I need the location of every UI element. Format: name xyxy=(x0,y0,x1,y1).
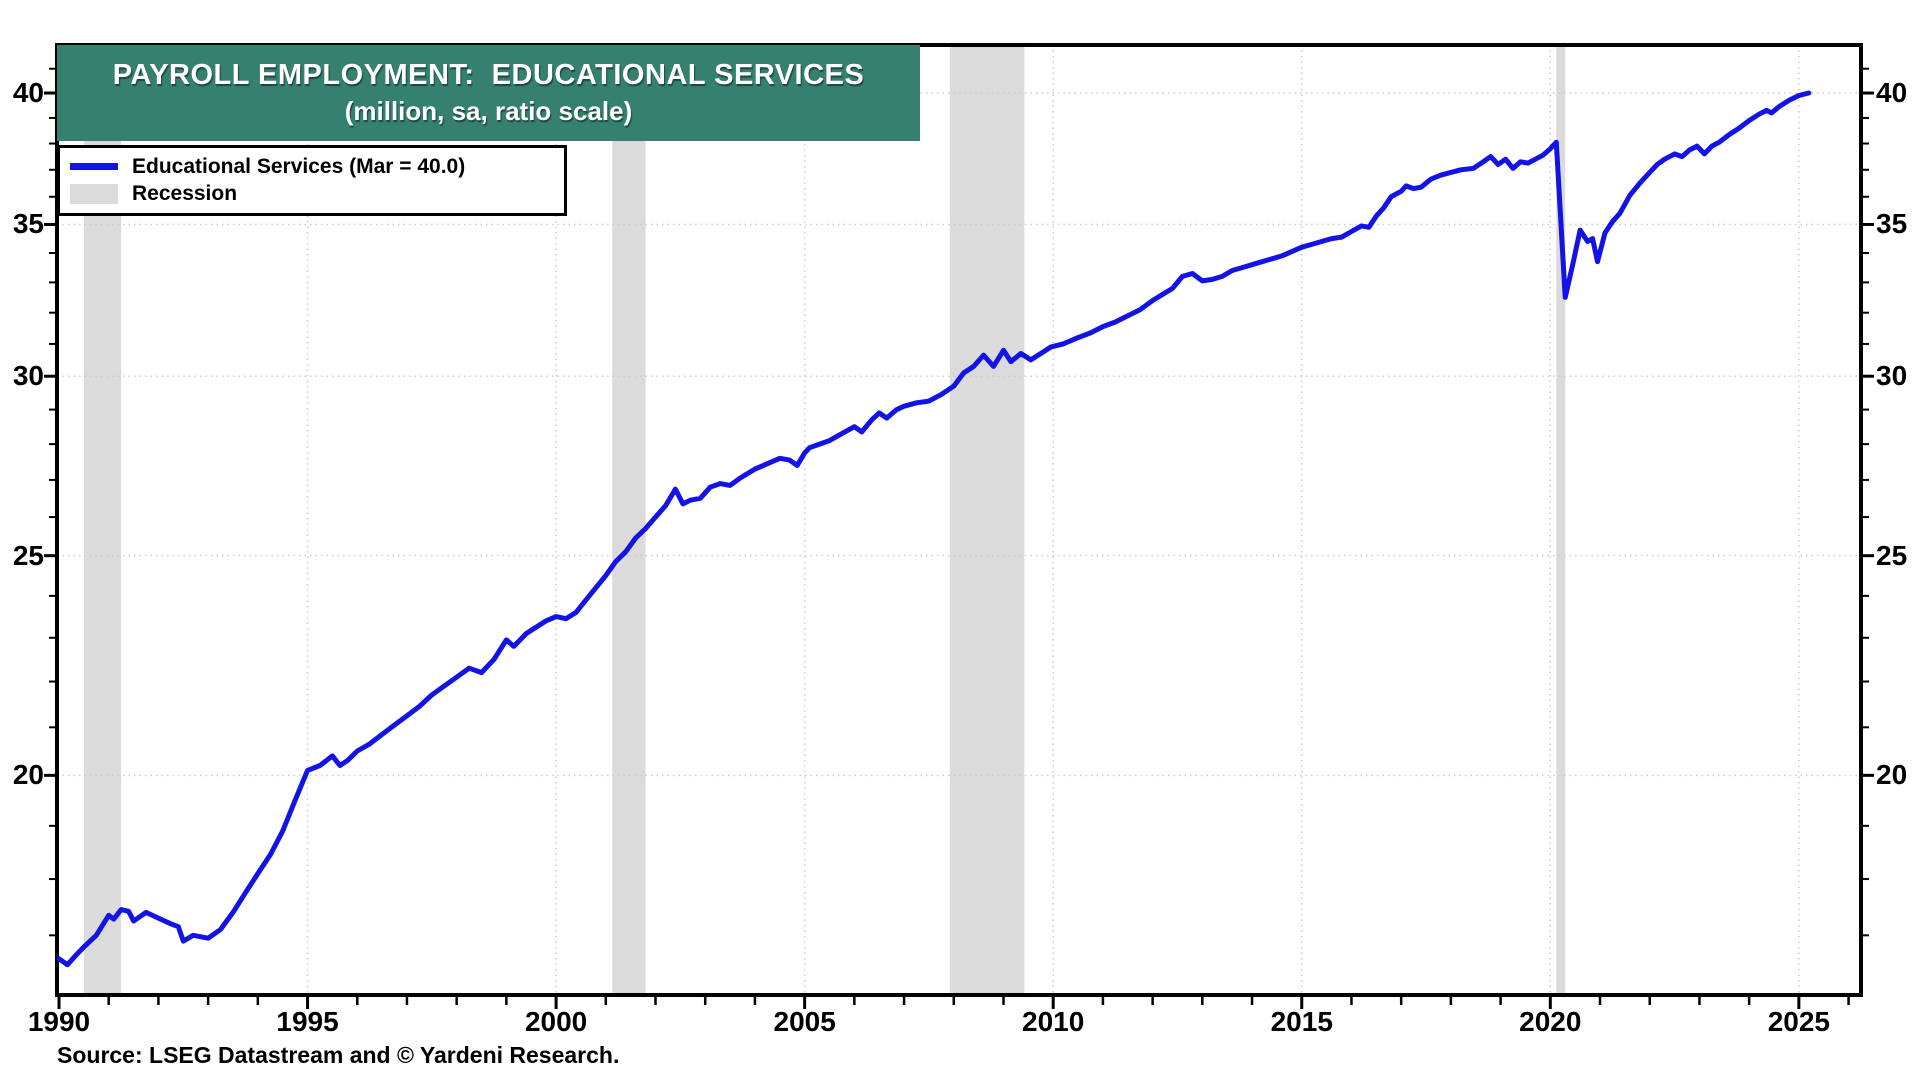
legend: Educational Services (Mar = 40.0) Recess… xyxy=(57,145,567,216)
y-axis-label-right: 20 xyxy=(1876,759,1908,791)
recession-band xyxy=(1556,45,1566,995)
series-line-swatch xyxy=(70,163,118,170)
y-axis-label-left: 35 xyxy=(12,208,44,240)
x-axis-label: 2000 xyxy=(524,1006,588,1037)
x-axis-label: 1990 xyxy=(27,1006,91,1037)
recession-band xyxy=(612,45,646,995)
y-axis-label-left: 20 xyxy=(12,759,44,791)
legend-recession-row: Recession xyxy=(70,180,554,207)
legend-series-row: Educational Services (Mar = 40.0) xyxy=(70,153,554,180)
y-axis-label-right: 30 xyxy=(1876,360,1908,392)
educational-services-line xyxy=(56,90,1812,968)
source-note: Source: LSEG Datastream and © Yardeni Re… xyxy=(57,1042,620,1068)
recession-swatch xyxy=(70,183,118,204)
y-axis-label-right: 25 xyxy=(1876,539,1908,571)
chart-title: PAYROLL EMPLOYMENT: EDUCATIONAL SERVICES xyxy=(112,59,865,91)
chart-title-box: PAYROLL EMPLOYMENT: EDUCATIONAL SERVICES… xyxy=(57,45,920,141)
x-axis-label: 2025 xyxy=(1767,1006,1831,1037)
x-axis-label: 2010 xyxy=(1022,1006,1085,1037)
y-axis-label-left: 30 xyxy=(12,360,44,392)
recession-band xyxy=(949,45,1025,995)
x-axis-label: 2020 xyxy=(1519,1006,1582,1037)
legend-series-label: Educational Services (Mar = 40.0) xyxy=(132,154,466,178)
y-axis-label-left: 25 xyxy=(12,539,44,571)
plot-frame xyxy=(55,43,1863,997)
chart-subtitle: (million, sa, ratio scale) xyxy=(344,96,633,126)
x-axis-label: 1995 xyxy=(276,1006,339,1037)
x-axis-label: 2015 xyxy=(1270,1006,1333,1037)
y-axis-label-right: 40 xyxy=(1876,77,1908,109)
legend-recession-label: Recession xyxy=(132,181,238,205)
y-axis-label-right: 35 xyxy=(1876,208,1908,240)
y-axis-label-left: 40 xyxy=(12,77,44,109)
x-axis-label: 2005 xyxy=(773,1006,836,1037)
